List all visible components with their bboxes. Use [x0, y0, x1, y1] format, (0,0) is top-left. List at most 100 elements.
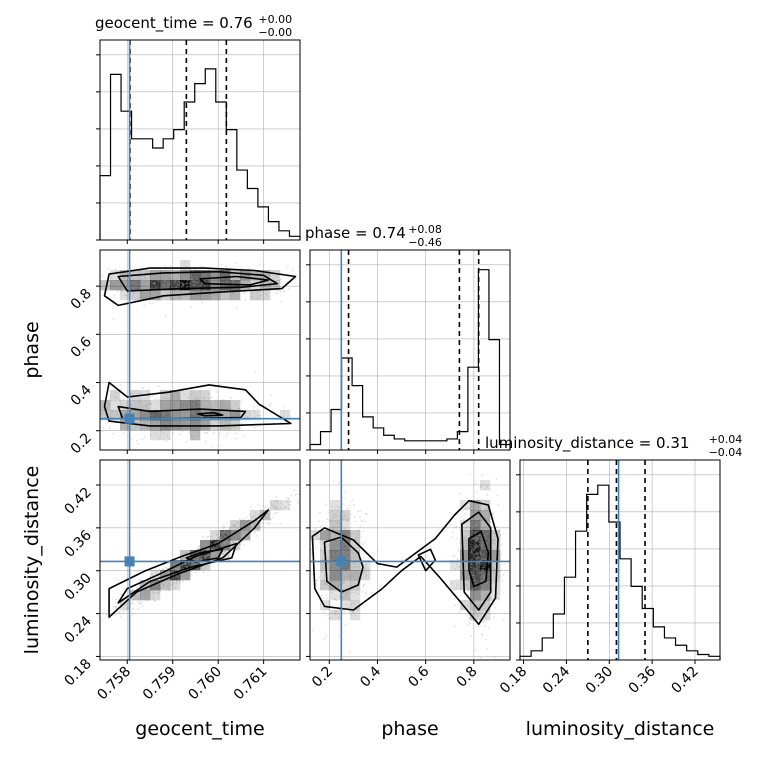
- density-cell: [130, 400, 141, 411]
- sample-point: [475, 554, 478, 556]
- sample-point: [162, 407, 164, 410]
- sample-point: [85, 286, 87, 288]
- sample-point: [483, 573, 485, 575]
- sample-point: [152, 415, 154, 418]
- sample-point: [265, 293, 267, 295]
- sample-point: [188, 562, 190, 564]
- sample-point: [172, 400, 174, 402]
- sample-point: [223, 532, 226, 534]
- sample-point: [481, 518, 483, 520]
- sample-point: [73, 289, 75, 291]
- sample-point: [194, 278, 197, 281]
- sample-point: [116, 279, 119, 282]
- sample-point: [472, 571, 475, 574]
- sample-point: [175, 286, 178, 288]
- sample-point: [211, 556, 213, 558]
- sample-point: [346, 518, 349, 521]
- sample-point: [494, 607, 497, 609]
- sample-point: [182, 563, 185, 566]
- sample-point: [202, 291, 204, 293]
- density-cell: [190, 560, 201, 571]
- sample-point: [140, 591, 142, 594]
- sample-point: [472, 613, 474, 616]
- sample-point: [173, 279, 176, 282]
- sample-point: [205, 548, 207, 551]
- sample-point: [352, 552, 354, 555]
- sample-point: [473, 537, 476, 540]
- sample-point: [149, 427, 151, 429]
- sample-point: [483, 563, 486, 566]
- sample-point: [125, 598, 127, 601]
- sample-point: [306, 282, 308, 284]
- sample-point: [92, 416, 94, 418]
- sample-point: [487, 514, 490, 517]
- sample-point: [336, 566, 338, 569]
- sample-point: [477, 596, 480, 598]
- sample-point: [243, 530, 246, 533]
- sample-point: [280, 281, 282, 283]
- sample-point: [474, 547, 477, 550]
- sample-point: [476, 535, 478, 538]
- sample-point: [122, 289, 124, 291]
- sample-point: [346, 520, 349, 522]
- sample-point: [467, 580, 470, 582]
- density-cell: [140, 280, 151, 291]
- sample-point: [215, 555, 218, 557]
- sample-point: [219, 538, 222, 541]
- sample-point: [377, 548, 379, 551]
- sample-point: [156, 584, 159, 587]
- sample-point: [477, 538, 480, 541]
- sample-point: [227, 542, 230, 544]
- sample-point: [479, 550, 481, 552]
- sample-point: [484, 625, 486, 627]
- sample-point: [181, 557, 183, 559]
- sample-point: [155, 409, 157, 411]
- sample-point: [152, 420, 155, 422]
- sample-point: [72, 413, 74, 415]
- sample-point: [144, 596, 147, 598]
- sample-point: [467, 620, 470, 623]
- sample-point: [150, 411, 152, 414]
- sample-point: [244, 533, 246, 536]
- sample-point: [467, 521, 470, 523]
- sample-point: [478, 541, 481, 543]
- sample-point: [323, 579, 326, 582]
- sample-point: [224, 542, 226, 545]
- sample-point: [138, 296, 140, 299]
- sample-point: [98, 288, 100, 290]
- sample-point: [145, 599, 148, 602]
- sample-point: [488, 540, 490, 543]
- sample-point: [231, 525, 234, 528]
- sample-point: [492, 551, 495, 553]
- sample-point: [193, 399, 196, 401]
- sample-point: [354, 556, 357, 559]
- sample-point: [160, 578, 162, 581]
- sample-point: [165, 400, 168, 403]
- sample-point: [254, 511, 257, 513]
- sample-point: [205, 431, 208, 434]
- sample-point: [213, 553, 215, 555]
- sample-point: [275, 505, 278, 508]
- density-cell: [480, 530, 491, 541]
- sample-point: [469, 546, 472, 548]
- sample-point: [114, 606, 117, 609]
- sample-point: [350, 532, 353, 535]
- sample-point: [481, 611, 483, 614]
- density-cell: [340, 580, 351, 591]
- sample-point: [199, 269, 202, 272]
- sample-point: [181, 565, 184, 568]
- density-cell: [180, 410, 191, 421]
- sample-point: [331, 568, 333, 571]
- sample-point: [276, 508, 278, 510]
- sample-point: [240, 532, 243, 535]
- sample-point: [457, 565, 460, 567]
- sample-point: [168, 579, 171, 582]
- sample-point: [186, 565, 188, 568]
- sample-point: [213, 542, 216, 544]
- sample-point: [479, 527, 482, 529]
- sample-point: [206, 544, 209, 547]
- panel-content: [72, 250, 308, 450]
- density-cell: [140, 290, 151, 301]
- sample-point: [153, 587, 155, 590]
- sample-point: [473, 541, 476, 544]
